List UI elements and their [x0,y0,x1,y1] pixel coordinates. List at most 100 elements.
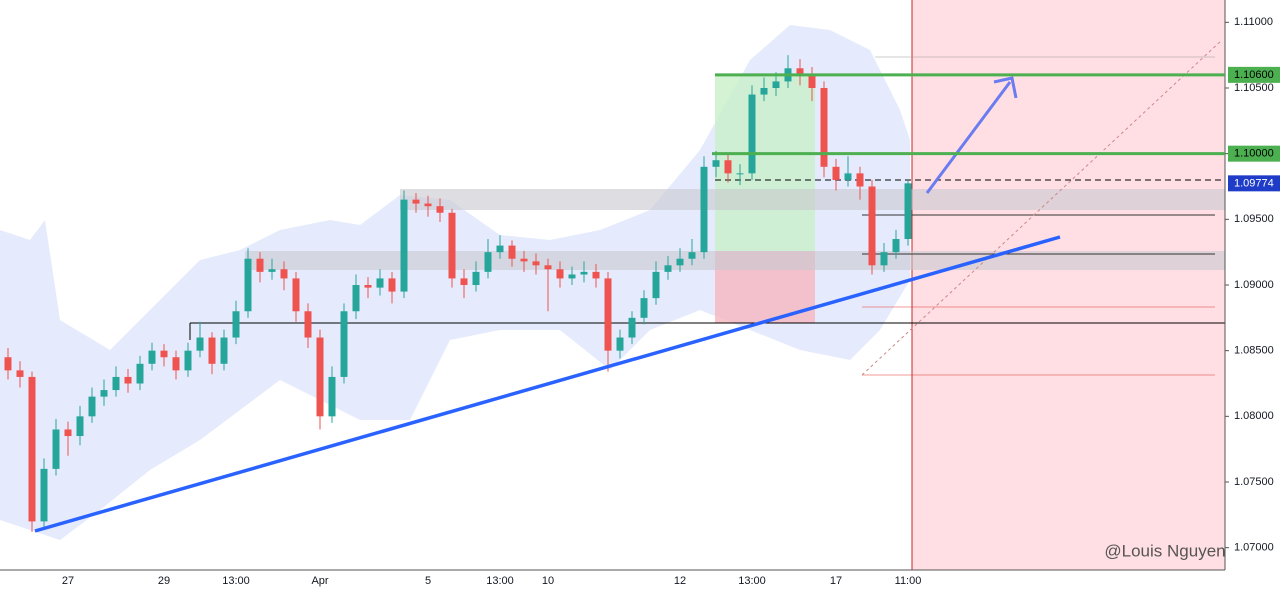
candles [4,55,912,532]
candle-body [748,94,756,174]
candle-body [340,311,348,377]
candle-body [4,357,12,371]
candle-body [148,350,156,364]
candle-body [628,317,636,338]
y-tick-label: 1.07500 [1234,476,1274,488]
candle-body [616,337,624,351]
candle-body [772,81,780,88]
price-label: 1.10600 [1234,69,1274,81]
y-tick-label: 1.08000 [1234,410,1274,422]
candle-body [832,166,840,180]
candle-body [124,376,132,384]
time-axis [0,570,1225,590]
candle-body [316,337,324,417]
x-tick-label: 5 [425,575,431,587]
candle-body [700,166,708,253]
candle-body [220,337,228,364]
price-label-bg [1228,145,1280,162]
candle-body [592,271,600,279]
candle-body [460,278,468,285]
x-tick-label: 17 [830,575,842,587]
x-tick-label: 27 [62,575,74,587]
candle-body [736,173,744,175]
y-tick-label: 1.08500 [1234,345,1274,357]
candle-body [664,265,672,272]
candle-body [496,245,504,253]
candle-body [880,252,888,266]
candle-body [16,370,24,377]
candle-body [28,376,36,522]
candle-body [412,199,420,204]
candle-body [388,278,396,292]
watermark: @Louis Nguyen [1104,541,1225,560]
candle-body [376,278,384,288]
x-tick-label: 10 [542,575,554,587]
candle-body [364,285,372,288]
candle-body [112,376,120,391]
trendline [34,235,1061,533]
candle-body [232,311,240,338]
candle-body [244,258,252,312]
candle-body [472,271,480,285]
candle-body [328,376,336,417]
candle-body [568,274,576,279]
candle-body [820,87,828,167]
candle-body [712,160,720,167]
candle-body [304,311,312,338]
candle-body [724,160,732,174]
candle-body [652,271,660,299]
y-tick-label: 1.11000 [1234,16,1273,28]
y-tick-label: 1.10500 [1234,82,1274,94]
candle-body [448,212,456,279]
candle-body [64,429,72,437]
candle-body [760,87,768,95]
candle-body [424,203,432,207]
candle-body [580,271,588,275]
candle-body [796,68,804,75]
price-label-bg [1228,175,1280,192]
candle-body [556,269,564,279]
candle-body [520,258,528,262]
candle-body [52,429,60,469]
candle-body [352,285,360,312]
candle-body [640,298,648,318]
x-tick-label: 29 [158,575,170,587]
x-tick-label: 13:00 [222,575,250,587]
candle-body [100,390,108,397]
candle-body [256,258,264,272]
price-label: 1.09774 [1234,177,1274,189]
y-tick-label: 1.07000 [1234,542,1274,554]
candle-body [604,278,612,351]
candle-body [676,258,684,266]
candle-body [688,252,696,259]
candle-body [136,363,144,384]
candle-body [40,468,48,522]
fib-diagonal [861,39,1223,376]
candle-body [868,186,876,266]
candle-body [508,245,516,259]
candle-body [196,337,204,351]
arrow-head [993,76,1018,99]
resistance-zone [400,189,1225,210]
candle-body [544,265,552,270]
candle-body [184,350,192,371]
candle-body [856,173,864,187]
candle-body [268,269,276,272]
y-tick-label: 1.09500 [1234,213,1274,225]
price-axis [1225,0,1281,590]
candle-body [892,239,900,253]
future-zone [912,0,1225,570]
x-tick-label: 13:00 [486,575,514,587]
candle-body [160,350,168,358]
x-tick-label: 12 [674,575,686,587]
candle-body [400,199,408,292]
candle-body [208,337,216,364]
x-tick-label: 11:00 [895,575,922,587]
candle-body [280,269,288,279]
x-tick-label: 13:00 [738,575,766,587]
profit-zone [715,75,815,251]
candle-body [844,173,852,180]
candle-body [808,74,816,88]
candle-body [532,261,540,266]
